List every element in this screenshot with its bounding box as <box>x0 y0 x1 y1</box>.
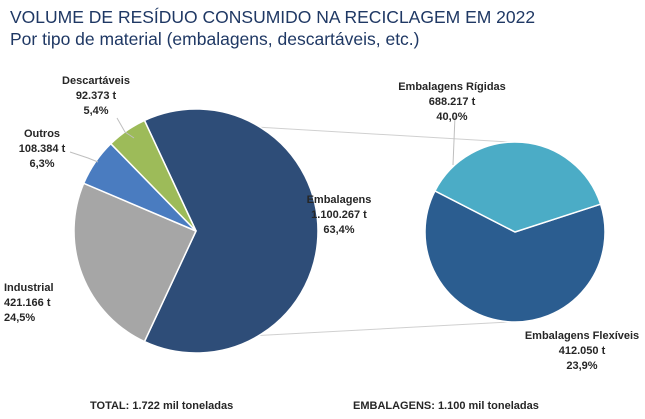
label-outros-line: 108.384 t <box>19 143 66 155</box>
label-descartaveis-line: 92.373 t <box>76 90 117 102</box>
label-outros-line: Outros <box>24 128 60 140</box>
label-rigidas-line: 688.217 t <box>429 96 476 108</box>
slice-descartaveis <box>109 119 197 232</box>
label-flexiveis-line: Embalagens Flexíveis <box>525 330 639 342</box>
chart-title: VOLUME DE RESÍDUO CONSUMIDO NA RECICLAGE… <box>10 7 536 27</box>
chart-subtitle: Por tipo de material (embalagens, descar… <box>10 29 420 49</box>
leader-line-outros <box>69 151 99 163</box>
label-descartaveis-line: Descartáveis <box>62 75 130 87</box>
label-embalagens-line: Embalagens <box>307 194 372 206</box>
label-outros-line: 6,3% <box>29 158 54 170</box>
label-outros: Outros 108.384 t 6,3% <box>19 128 66 170</box>
label-flexiveis-line: 412.050 t <box>559 345 606 357</box>
main-pie <box>73 108 319 354</box>
slice-flexiveis <box>433 141 602 233</box>
footer-embalagens: EMBALAGENS: 1.100 mil toneladas <box>353 400 539 412</box>
label-rigidas: Embalagens Rígidas 688.217 t 40,0% <box>398 81 506 123</box>
label-embalagens: Embalagens 1.100.267 t 63,4% <box>307 194 372 236</box>
label-embalagens-line: 63,4% <box>323 224 354 236</box>
label-embalagens-line: 1.100.267 t <box>311 209 367 221</box>
label-rigidas-line: 40,0% <box>436 111 467 123</box>
label-industrial-line: Industrial <box>4 282 54 294</box>
chart-title-block: VOLUME DE RESÍDUO CONSUMIDO NA RECICLAGE… <box>10 6 535 50</box>
sub-pie <box>424 141 606 323</box>
label-descartaveis-line: 5,4% <box>83 105 108 117</box>
label-flexiveis: Embalagens Flexíveis 412.050 t 23,9% <box>525 330 639 372</box>
label-descartaveis: Descartáveis 92.373 t 5,4% <box>62 75 130 117</box>
slice-labels: Descartáveis 92.373 t 5,4% Outros 108.384 t 6… <box>4 75 639 372</box>
label-industrial-line: 421.166 t <box>4 297 51 309</box>
footer-total: TOTAL: 1.722 mil toneladas <box>90 400 234 412</box>
label-industrial: Industrial 421.166 t 24,5% <box>4 282 54 324</box>
leader-line-rigidas <box>452 115 456 166</box>
label-rigidas-line: Embalagens Rígidas <box>398 81 506 93</box>
slice-rigidas <box>424 189 606 323</box>
slice-industrial <box>73 182 198 343</box>
label-flexiveis-line: 23,9% <box>566 360 597 372</box>
label-industrial-line: 24,5% <box>4 312 35 324</box>
slice-embalagens <box>143 108 319 354</box>
leader-line-descartaveis <box>116 117 135 139</box>
